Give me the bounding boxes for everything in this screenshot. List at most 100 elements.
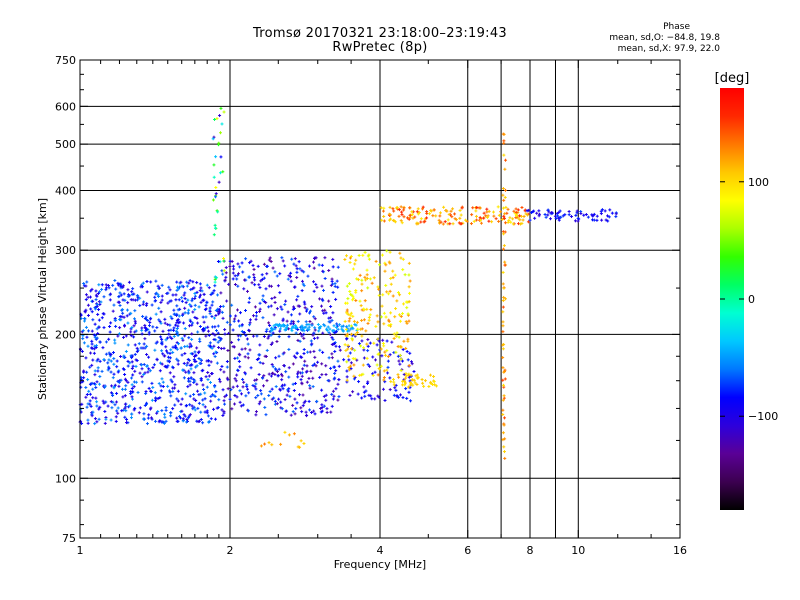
- data-point: [183, 327, 187, 331]
- data-point: [96, 332, 100, 336]
- data-point: [255, 378, 259, 382]
- data-point: [269, 374, 273, 378]
- data-point: [300, 334, 304, 338]
- data-point: [146, 416, 150, 420]
- data-point: [252, 273, 256, 277]
- data-point: [239, 392, 243, 396]
- data-point: [225, 320, 229, 324]
- data-point: [293, 397, 297, 401]
- data-point: [86, 402, 90, 406]
- data-point: [334, 325, 338, 329]
- data-point: [224, 266, 228, 270]
- data-point: [304, 325, 308, 329]
- data-point: [264, 329, 268, 333]
- data-point: [82, 341, 86, 345]
- data-point: [195, 364, 199, 368]
- data-point: [193, 294, 197, 298]
- data-point: [175, 330, 179, 334]
- data-point: [242, 278, 246, 282]
- data-point: [294, 264, 298, 268]
- data-point: [204, 334, 208, 338]
- data-point: [275, 402, 279, 406]
- data-point: [116, 300, 120, 304]
- data-point: [282, 351, 286, 355]
- data-point: [213, 385, 217, 389]
- data-point: [148, 320, 152, 324]
- data-point: [322, 394, 326, 398]
- data-point: [231, 385, 235, 389]
- data-point: [212, 352, 216, 356]
- data-point: [271, 371, 275, 375]
- data-point: [109, 292, 113, 296]
- data-point: [314, 364, 318, 368]
- data-point: [158, 320, 162, 324]
- data-point: [292, 262, 296, 266]
- data-point: [286, 323, 290, 327]
- data-point: [293, 324, 297, 328]
- data-point: [265, 348, 269, 352]
- data-point: [112, 362, 116, 366]
- data-point: [296, 375, 300, 379]
- data-point: [300, 381, 304, 385]
- data-point: [214, 350, 218, 354]
- data-point: [183, 345, 187, 349]
- data-point: [151, 325, 155, 329]
- data-point: [227, 282, 231, 286]
- data-point: [196, 406, 200, 410]
- data-point: [295, 267, 299, 271]
- data-point: [160, 362, 164, 366]
- data-point: [222, 411, 226, 415]
- data-point: [285, 326, 289, 330]
- data-point: [155, 411, 159, 415]
- data-point: [169, 315, 173, 319]
- data-point: [320, 388, 324, 392]
- data-point: [216, 406, 220, 410]
- data-point: [258, 309, 262, 313]
- data-point: [293, 285, 297, 289]
- data-point: [238, 265, 242, 269]
- data-point: [199, 358, 203, 362]
- data-point: [218, 339, 222, 343]
- data-point: [189, 376, 193, 380]
- data-point: [128, 404, 132, 408]
- data-point: [331, 257, 335, 261]
- data-point: [160, 294, 164, 298]
- data-point: [401, 348, 405, 352]
- data-point: [103, 385, 107, 389]
- data-point: [124, 334, 128, 338]
- data-point: [380, 354, 384, 358]
- data-point: [316, 323, 320, 327]
- data-point: [262, 334, 266, 338]
- data-point: [97, 407, 101, 411]
- data-point: [133, 298, 137, 302]
- data-point: [233, 356, 237, 360]
- data-point: [381, 338, 385, 342]
- data-point: [198, 282, 202, 286]
- data-point: [303, 306, 307, 310]
- data-point: [286, 310, 290, 314]
- data-point: [126, 364, 130, 368]
- data-point: [131, 397, 135, 401]
- data-point: [86, 378, 90, 382]
- data-point: [345, 336, 349, 340]
- data-point: [285, 319, 289, 323]
- data-point: [123, 298, 127, 302]
- data-point: [324, 373, 328, 377]
- data-point: [308, 408, 312, 412]
- data-point: [167, 332, 171, 336]
- data-point: [180, 409, 184, 413]
- data-point: [175, 397, 179, 401]
- data-point: [338, 323, 342, 327]
- data-point: [175, 312, 179, 316]
- data-point: [219, 368, 223, 372]
- data-point: [243, 347, 247, 351]
- data-point: [314, 256, 318, 260]
- data-point: [89, 351, 93, 355]
- data-point: [273, 327, 277, 331]
- data-point: [221, 413, 225, 417]
- data-point: [310, 323, 314, 327]
- data-point: [311, 376, 315, 380]
- data-point: [307, 399, 311, 403]
- data-point: [207, 333, 211, 337]
- data-point: [323, 276, 327, 280]
